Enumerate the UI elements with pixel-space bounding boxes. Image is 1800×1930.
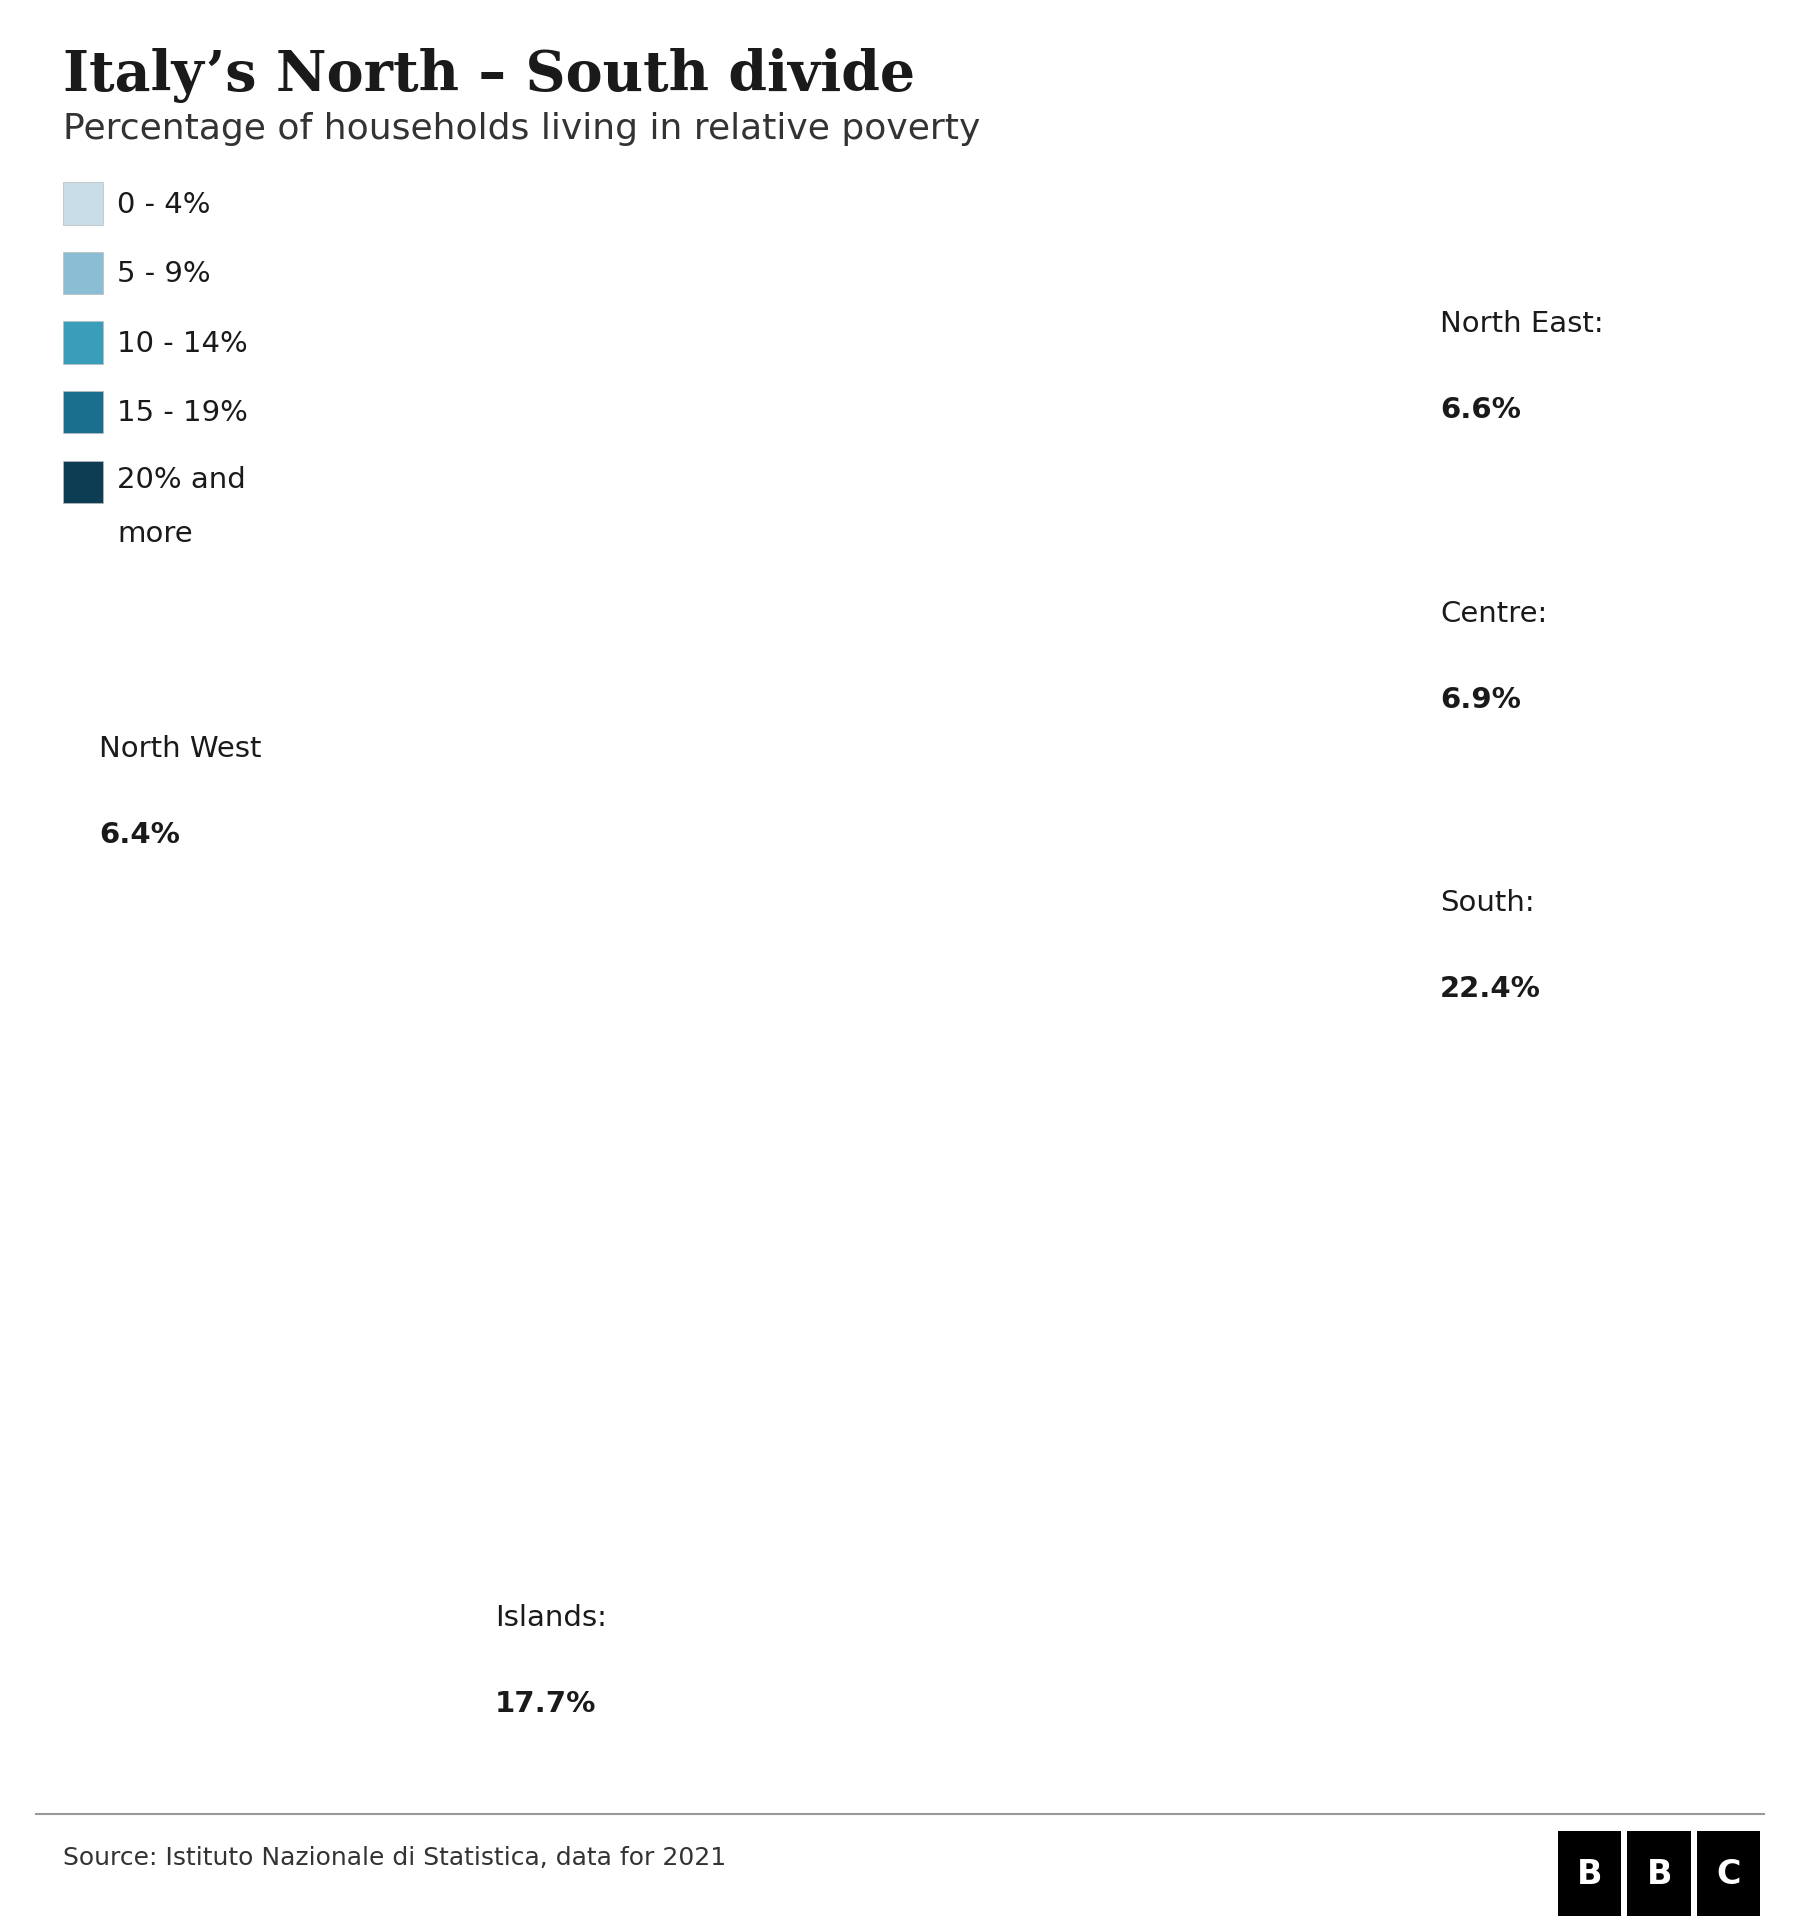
Text: 6.4%: 6.4%	[99, 820, 180, 849]
Text: C: C	[1717, 1857, 1741, 1889]
Text: Italy’s North – South divide: Italy’s North – South divide	[63, 48, 914, 102]
Text: 20% and: 20% and	[117, 465, 247, 494]
Text: B: B	[1647, 1857, 1672, 1889]
Text: 6.6%: 6.6%	[1440, 396, 1521, 425]
Text: South:: South:	[1440, 888, 1535, 917]
Text: more: more	[117, 519, 193, 548]
Text: North West: North West	[99, 733, 261, 762]
Text: 10 - 14%: 10 - 14%	[117, 330, 248, 357]
Text: Centre:: Centre:	[1440, 598, 1548, 627]
Text: Percentage of households living in relative poverty: Percentage of households living in relat…	[63, 112, 981, 147]
Text: 15 - 19%: 15 - 19%	[117, 400, 248, 427]
Text: 17.7%: 17.7%	[495, 1689, 596, 1718]
Bar	[1697, 1830, 1760, 1915]
Text: 5 - 9%: 5 - 9%	[117, 261, 211, 288]
Bar	[1627, 1830, 1690, 1915]
Text: North East:: North East:	[1440, 309, 1604, 338]
Text: Islands:: Islands:	[495, 1602, 607, 1631]
Text: 0 - 4%: 0 - 4%	[117, 191, 211, 218]
Text: 22.4%: 22.4%	[1440, 975, 1541, 1004]
Text: 6.9%: 6.9%	[1440, 685, 1521, 714]
Text: B: B	[1577, 1857, 1602, 1889]
Text: Source: Istituto Nazionale di Statistica, data for 2021: Source: Istituto Nazionale di Statistica…	[63, 1845, 725, 1868]
Bar	[1559, 1830, 1622, 1915]
